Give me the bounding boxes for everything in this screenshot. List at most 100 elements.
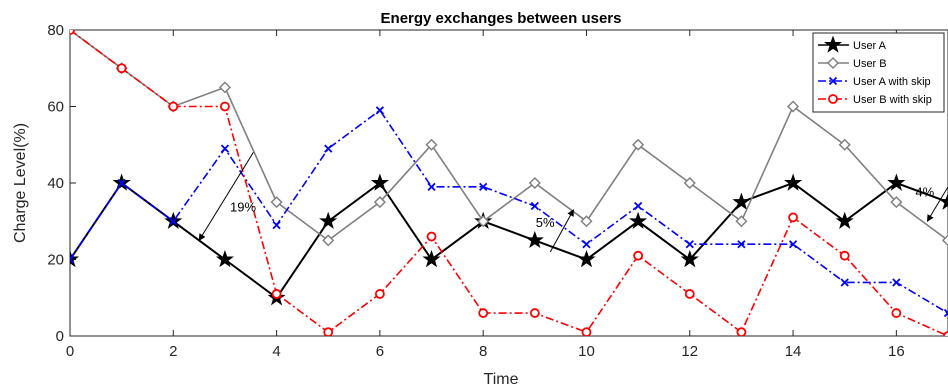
data-point-user-a-with-skip xyxy=(169,217,178,226)
data-point-user-a xyxy=(887,173,906,191)
annotation-label: 5% xyxy=(536,215,555,230)
data-point-user-a-with-skip xyxy=(685,240,694,249)
data-point-user-b xyxy=(218,81,232,94)
x-tick-label: 4 xyxy=(272,343,280,360)
data-point-user-b xyxy=(735,215,748,228)
y-axis-label: Charge Level(%) xyxy=(12,123,29,243)
data-point-user-b-with-skip xyxy=(581,327,592,336)
x-tick-label: 6 xyxy=(376,343,384,360)
data-point-user-b-with-skip xyxy=(70,30,75,35)
plot-area xyxy=(70,30,948,336)
data-point-user-b-with-skip xyxy=(426,231,437,242)
series-line-user-b-with-skip xyxy=(70,30,948,336)
y-tick-label: 20 xyxy=(47,252,64,269)
x-tick-label: 16 xyxy=(888,343,905,360)
legend-label-user-b: User B xyxy=(853,58,887,70)
y-tick-label: 40 xyxy=(47,175,64,192)
series-line-user-a xyxy=(70,181,948,300)
data-point-user-a-with-skip xyxy=(737,240,746,249)
y-tick-label: 60 xyxy=(47,99,64,116)
legend: User A User B User A with skip User B with … xyxy=(812,32,945,113)
legend-marker-user-b-with-skip xyxy=(828,94,838,104)
data-point-user-a-with-skip xyxy=(324,144,333,153)
data-point-user-b-with-skip xyxy=(839,250,850,261)
annotation-arrow xyxy=(926,186,948,222)
data-point-user-b xyxy=(322,234,335,247)
data-point-user-a-with-skip xyxy=(479,182,488,191)
data-point-user-b xyxy=(941,234,948,247)
data-point-user-b-with-skip xyxy=(891,308,902,318)
data-point-user-a-with-skip xyxy=(427,182,436,191)
data-point-user-b xyxy=(270,196,283,209)
data-point-user-a xyxy=(370,173,389,191)
legend-label-user-a-with-skip: User A with skip xyxy=(853,76,931,88)
data-point-user-a-with-skip xyxy=(117,178,126,188)
data-point-user-b-with-skip xyxy=(943,331,948,336)
data-point-user-b xyxy=(683,176,696,190)
data-point-user-a xyxy=(319,211,338,229)
data-point-user-a xyxy=(629,211,648,229)
data-point-user-b xyxy=(477,215,490,228)
data-point-user-a xyxy=(680,249,699,268)
series-user-a-with-skip xyxy=(70,106,948,318)
data-point-user-a-with-skip xyxy=(375,106,385,115)
data-point-user-a xyxy=(938,192,948,210)
data-point-user-b-with-skip xyxy=(633,250,644,261)
legend-marker-user-a xyxy=(823,35,843,53)
data-point-user-a xyxy=(577,249,596,268)
data-point-user-b xyxy=(632,138,645,151)
data-point-user-a-with-skip xyxy=(272,220,281,230)
data-point-user-a-with-skip xyxy=(70,255,75,264)
data-point-user-a-with-skip xyxy=(840,278,849,287)
x-tick-label: 0 xyxy=(66,343,74,360)
annotation-label: 4% xyxy=(915,184,934,199)
data-point-user-a xyxy=(835,211,854,229)
series-line-user-b xyxy=(70,30,948,242)
annotations: 19% 5% 4% xyxy=(198,152,948,253)
data-point-user-b xyxy=(373,196,386,209)
data-point-user-a-with-skip xyxy=(633,201,643,211)
data-point-user-b-with-skip xyxy=(168,101,179,112)
data-point-user-a xyxy=(215,249,234,268)
data-point-user-a-with-skip xyxy=(530,201,539,211)
x-axis-label: Time xyxy=(484,371,519,388)
series-line-user-a-with-skip xyxy=(70,109,948,314)
data-point-user-a-with-skip xyxy=(892,278,901,287)
data-point-user-b xyxy=(890,196,903,209)
data-point-user-b xyxy=(786,100,800,113)
chart-title: Energy exchanges between users xyxy=(381,10,622,27)
x-tick-label: 12 xyxy=(681,343,698,360)
y-tick-label: 0 xyxy=(56,328,64,345)
data-point-user-a-with-skip xyxy=(582,240,591,249)
data-point-user-a xyxy=(422,249,441,268)
y-tick-label: 80 xyxy=(47,22,64,39)
x-tick-label: 10 xyxy=(578,343,595,360)
x-tick-label: 8 xyxy=(479,343,487,360)
data-point-user-a-with-skip xyxy=(220,144,230,153)
x-tick-label: 14 xyxy=(785,343,802,360)
data-point-user-b xyxy=(580,215,593,228)
data-point-user-b-with-skip xyxy=(116,63,127,74)
legend-label-user-a: User A xyxy=(853,40,887,52)
data-point-user-b-with-skip xyxy=(736,327,747,336)
data-point-user-b xyxy=(528,176,541,190)
data-point-user-b-with-skip xyxy=(220,101,230,112)
data-point-user-a xyxy=(732,192,751,210)
data-point-user-b-with-skip xyxy=(478,308,489,318)
data-point-user-b-with-skip xyxy=(374,289,385,299)
axes: 0 2 4 6 8 10 12 14 16 0 20 40 60 80 xyxy=(47,22,948,360)
series-user-b-with-skip xyxy=(70,30,948,336)
data-point-user-a xyxy=(525,230,544,249)
data-point-user-b-with-skip xyxy=(271,289,282,299)
data-point-user-a-with-skip xyxy=(943,308,948,318)
annotation-arrow xyxy=(198,152,254,241)
legend-marker-user-a-with-skip xyxy=(828,76,838,86)
annotation-label: 19% xyxy=(230,200,256,215)
legend-label-user-b-with-skip: User B with skip xyxy=(853,94,932,106)
data-point-user-b xyxy=(838,138,851,151)
x-tick-label: 2 xyxy=(169,343,177,360)
data-point-user-b-with-skip xyxy=(323,327,334,336)
data-point-user-b xyxy=(425,138,438,151)
data-point-user-a xyxy=(784,173,803,191)
